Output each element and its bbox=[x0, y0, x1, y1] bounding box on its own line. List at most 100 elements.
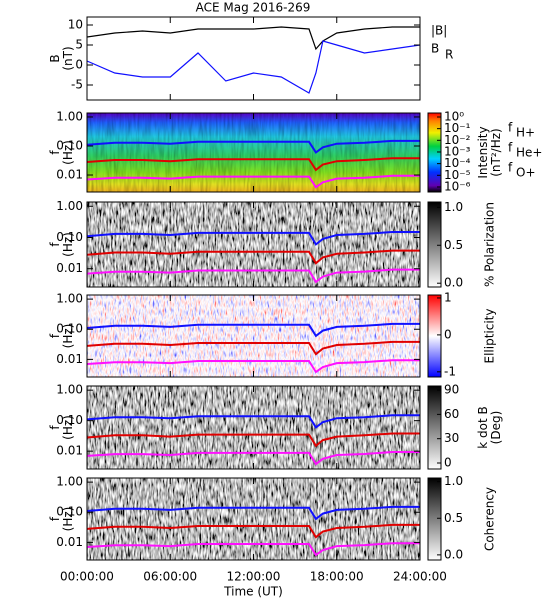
legend-label: f bbox=[508, 121, 513, 135]
colorbar-tick-label: 10⁻¹ bbox=[444, 121, 471, 135]
chart-title: ACE Mag 2016-269 bbox=[196, 1, 311, 15]
colorbar bbox=[427, 385, 442, 470]
colorbar-tick-label: 0.5 bbox=[444, 511, 463, 525]
y-tick-label: 1.00 bbox=[56, 475, 83, 489]
data-line bbox=[87, 174, 420, 189]
colorbar bbox=[427, 112, 442, 193]
y-tick-label: 1.00 bbox=[56, 199, 83, 213]
data-line bbox=[87, 231, 420, 246]
x-tick-label: 06:00:00 bbox=[143, 570, 197, 584]
y-axis-label: f bbox=[48, 242, 62, 247]
x-tick-label: 18:00:00 bbox=[310, 570, 364, 584]
legend-subscript: H+ bbox=[516, 126, 535, 140]
y-tick-label: 0.01 bbox=[56, 535, 83, 549]
y-tick-label: 0.10 bbox=[56, 413, 83, 427]
spectrogram-background bbox=[87, 478, 420, 560]
spectrogram-background bbox=[87, 386, 420, 469]
colorbar-tick-label: 1.0 bbox=[444, 200, 463, 214]
colorbar-label: (nT²/Hz) bbox=[489, 128, 503, 176]
x-tick-label: 00:00:00 bbox=[60, 570, 114, 584]
colorbar-tick-label: 10⁻³ bbox=[444, 144, 471, 158]
data-line bbox=[87, 26, 420, 51]
colorbar-label: (Deg) bbox=[489, 411, 503, 445]
data-line bbox=[87, 414, 420, 429]
x-tick-label: 12:00:00 bbox=[227, 570, 281, 584]
y-axis-label: B bbox=[48, 54, 62, 62]
colorbar-label: Coherency bbox=[483, 487, 497, 551]
data-line bbox=[87, 139, 420, 154]
data-line bbox=[87, 157, 420, 172]
legend-label: |B| bbox=[431, 24, 447, 38]
colorbar-tick-label: 10⁻⁶ bbox=[444, 179, 471, 193]
colorbar-label: k dot B bbox=[476, 406, 490, 448]
data-line bbox=[87, 249, 420, 265]
y-tick-label: 0.10 bbox=[56, 505, 83, 519]
y-tick-label: 5 bbox=[75, 38, 83, 52]
colorbar-tick-label: 1.0 bbox=[444, 474, 463, 488]
legend-label: f bbox=[508, 141, 513, 155]
colorbar-tick-label: 0.0 bbox=[444, 276, 463, 290]
colorbar-tick-label: 0 bbox=[444, 327, 452, 341]
colorbar-tick-label: 90 bbox=[444, 383, 459, 397]
legend-subscript: He+ bbox=[516, 146, 542, 160]
colorbar bbox=[427, 477, 442, 561]
data-line bbox=[87, 322, 420, 338]
colorbar bbox=[427, 294, 442, 378]
colorbar-tick-label: 60 bbox=[444, 407, 459, 421]
y-axis-label: f bbox=[48, 150, 62, 155]
data-line bbox=[87, 432, 420, 448]
y-axis-label: (nT) bbox=[61, 46, 75, 70]
data-line bbox=[87, 340, 420, 356]
legend-label: f bbox=[508, 161, 513, 175]
y-tick-label: 0.10 bbox=[56, 230, 83, 244]
legend-subscript: R bbox=[445, 48, 453, 62]
y-tick-label: 0.10 bbox=[56, 138, 83, 152]
y-axis-label: (Hz) bbox=[61, 140, 75, 165]
x-tick-label: 24:00:00 bbox=[393, 570, 447, 584]
data-line bbox=[87, 40, 420, 94]
y-axis-label: f bbox=[48, 333, 62, 338]
colorbar bbox=[427, 201, 442, 288]
y-axis-label: (Hz) bbox=[61, 232, 75, 257]
y-tick-label: 0.10 bbox=[56, 322, 83, 336]
colorbar-tick-label: 10⁰ bbox=[444, 109, 464, 123]
colorbar-tick-label: 0.0 bbox=[444, 547, 463, 561]
data-line bbox=[87, 268, 420, 284]
colorbar-tick-label: 0 bbox=[444, 456, 452, 470]
x-axis-label: Time (UT) bbox=[223, 585, 283, 599]
y-tick-label: 0.01 bbox=[56, 444, 83, 458]
y-tick-label: 0.01 bbox=[56, 352, 83, 366]
y-tick-label: 10 bbox=[68, 18, 83, 32]
data-line bbox=[87, 523, 420, 539]
colorbar-tick-label: 0.5 bbox=[444, 238, 463, 252]
colorbar-tick-label: 10⁻⁵ bbox=[444, 168, 471, 182]
y-axis-label: (Hz) bbox=[61, 507, 75, 532]
colorbar-tick-label: 10⁻⁴ bbox=[444, 156, 471, 170]
y-axis-label: f bbox=[48, 516, 62, 521]
y-tick-label: 0.01 bbox=[56, 168, 83, 182]
y-axis-label: (Hz) bbox=[61, 415, 75, 440]
legend-label: B bbox=[431, 42, 439, 56]
legend-subscript: O+ bbox=[516, 166, 536, 180]
y-tick-label: 1.00 bbox=[56, 292, 83, 306]
colorbar-label: % Polarization bbox=[483, 202, 497, 287]
colorbar-label: Ellipticity bbox=[483, 309, 497, 364]
y-tick-label: -5 bbox=[71, 78, 83, 92]
y-axis-label: (Hz) bbox=[61, 324, 75, 349]
spectrogram-background bbox=[87, 295, 420, 377]
data-line bbox=[87, 451, 420, 466]
spectrogram-background bbox=[87, 202, 420, 287]
y-tick-label: 1.00 bbox=[56, 383, 83, 397]
y-tick-label: 0.01 bbox=[56, 261, 83, 275]
colorbar-label: Intensity bbox=[476, 126, 490, 178]
spectrogram-background bbox=[87, 113, 420, 192]
data-line bbox=[87, 542, 420, 557]
colorbar-tick-label: -1 bbox=[444, 364, 456, 378]
colorbar-tick-label: 10⁻² bbox=[444, 133, 471, 147]
data-line bbox=[87, 505, 420, 521]
y-tick-label: 1.00 bbox=[56, 109, 83, 123]
data-line bbox=[87, 359, 420, 374]
colorbar-tick-label: 1 bbox=[444, 290, 452, 304]
y-tick-label: 0 bbox=[75, 58, 83, 72]
